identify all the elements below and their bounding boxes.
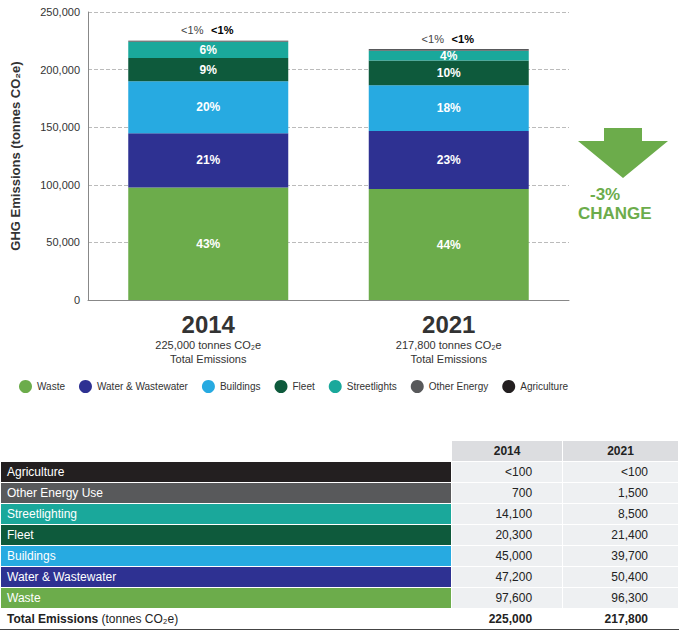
svg-text:4%: 4% [440, 49, 458, 63]
svg-text:23%: 23% [437, 153, 461, 167]
html-text:39,700: 39,700 [611, 549, 648, 563]
html-text:2021: 2021 [607, 444, 634, 458]
svg-text:10%: 10% [437, 66, 461, 80]
svg-text:Total Emissions: Total Emissions [170, 353, 247, 365]
svg-text:18%: 18% [437, 101, 461, 115]
svg-text:Waste: Waste [37, 381, 65, 392]
html-text:225,000: 225,000 [488, 612, 533, 626]
svg-text:20%: 20% [196, 100, 220, 114]
svg-text:<1%: <1% [422, 33, 445, 45]
svg-text:6%: 6% [200, 43, 218, 57]
svg-text:0: 0 [74, 294, 80, 306]
html-text:14,100: 14,100 [495, 507, 533, 521]
svg-text:50,000: 50,000 [46, 236, 80, 248]
svg-text:Total Emissions: Total Emissions [411, 353, 488, 365]
svg-text:-3%: -3% [590, 185, 620, 204]
svg-text:Agriculture: Agriculture [520, 381, 568, 392]
svg-text:9%: 9% [200, 63, 218, 77]
svg-text:217,800 tonnes CO₂e: 217,800 tonnes CO₂e [396, 339, 502, 351]
svg-text:2021: 2021 [422, 311, 475, 338]
svg-text:<1%: <1% [452, 33, 475, 45]
html-text:Fleet: Fleet [7, 528, 34, 542]
html-text:Buildings: Buildings [7, 549, 56, 563]
svg-text:Streetlights: Streetlights [347, 381, 397, 392]
html-text:47,200: 47,200 [495, 570, 533, 584]
svg-text:250,000: 250,000 [40, 6, 80, 18]
html-text:Water & Wastewater: Water & Wastewater [7, 570, 117, 584]
svg-text:150,000: 150,000 [40, 121, 80, 133]
html-text:20,300: 20,300 [495, 528, 533, 542]
html-text:97,600: 97,600 [495, 591, 533, 605]
html-text:217,800: 217,800 [604, 612, 648, 626]
html-text:8,500: 8,500 [618, 507, 648, 521]
svg-text:<1%: <1% [181, 24, 204, 36]
svg-text:100,000: 100,000 [40, 179, 80, 191]
html-text:<100: <100 [621, 465, 648, 479]
html-text:700: 700 [512, 486, 533, 500]
svg-text:21%: 21% [196, 153, 220, 167]
html-text:21,400: 21,400 [611, 528, 648, 542]
html-text:Total Emissions (tonnes CO₂e): Total Emissions (tonnes CO₂e) [7, 612, 179, 626]
svg-text:43%: 43% [196, 237, 220, 251]
html-text:<100: <100 [505, 465, 533, 479]
svg-text:Buildings: Buildings [220, 381, 261, 392]
svg-text:225,000 tonnes CO₂e: 225,000 tonnes CO₂e [155, 339, 261, 351]
html-text:45,000: 45,000 [495, 549, 533, 563]
svg-text:GHG Emissions (tonnes CO₂e): GHG Emissions (tonnes CO₂e) [8, 61, 23, 250]
html-text:1,500: 1,500 [618, 486, 648, 500]
html-text:Waste: Waste [7, 591, 41, 605]
svg-text:2014: 2014 [182, 311, 236, 338]
html-text:96,300: 96,300 [611, 591, 648, 605]
svg-text:Other Energy: Other Energy [429, 381, 488, 392]
svg-text:Fleet: Fleet [292, 381, 314, 392]
html-text:Streetlighting: Streetlighting [7, 507, 77, 521]
svg-text:CHANGE: CHANGE [578, 204, 652, 223]
svg-text:44%: 44% [437, 238, 461, 252]
html-text:Agriculture: Agriculture [7, 465, 65, 479]
html-text:Other Energy Use: Other Energy Use [7, 486, 103, 500]
svg-text:200,000: 200,000 [40, 64, 80, 76]
html-text:50,400: 50,400 [611, 570, 648, 584]
svg-text:<1%: <1% [211, 24, 234, 36]
svg-text:Water & Wastewater: Water & Wastewater [97, 381, 189, 392]
html-text:2014: 2014 [493, 444, 521, 458]
